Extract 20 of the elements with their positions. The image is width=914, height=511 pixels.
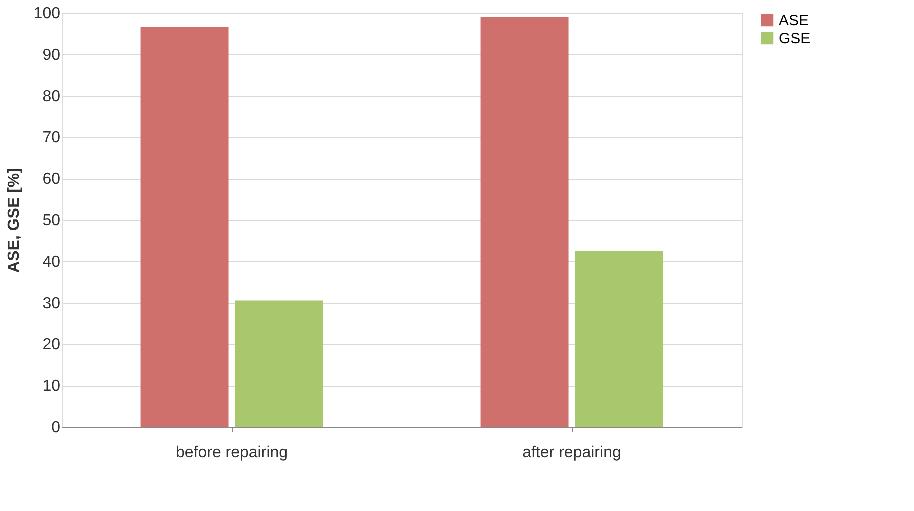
y-tick-label: 90 [42, 46, 61, 64]
y-tick-label: 50 [42, 212, 61, 230]
x-tick-label: before repairing [176, 444, 288, 462]
bar [575, 251, 664, 427]
y-axis-title: ASE, GSE [%] [6, 168, 23, 273]
y-tick-label: 100 [34, 6, 61, 22]
bar [140, 27, 229, 427]
x-tick-label: after repairing [522, 444, 622, 462]
bar [235, 300, 324, 427]
y-tick-label: 60 [42, 171, 61, 188]
y-tick-label: 70 [42, 130, 61, 147]
legend-label: ASE [779, 12, 810, 30]
y-tick-label: 30 [42, 295, 61, 312]
y-tick-label: 10 [42, 378, 61, 396]
y-tick-label: 40 [42, 254, 61, 271]
bar [480, 17, 569, 427]
y-tick-label: 20 [42, 336, 61, 354]
y-tick-label: 0 [52, 420, 61, 436]
legend-label: GSE [779, 30, 811, 48]
y-tick-label: 80 [42, 88, 61, 106]
